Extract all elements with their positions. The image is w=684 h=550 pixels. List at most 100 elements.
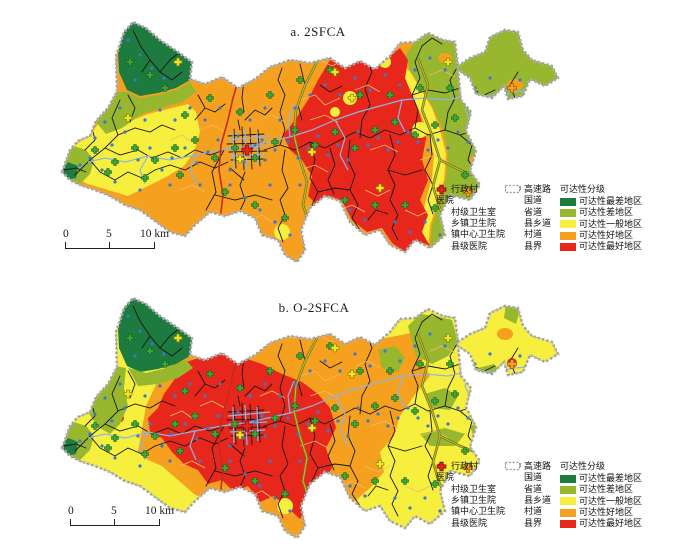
legend-label: 县乡道 [524, 218, 552, 229]
legend-lines-column: 高速路 国道 省道 县乡道 村道 县界 [504, 461, 564, 529]
county-boundary-icon [504, 461, 521, 471]
legend-label: 可达性好地区 [579, 230, 634, 241]
legend-label: 镇中心卫生院 [451, 229, 506, 240]
legend-item: 省道 [504, 187, 564, 218]
legend-item: 国道 [504, 463, 564, 483]
scale-b-ten: 10 km [145, 505, 175, 517]
legend-item: 村道 [504, 187, 564, 240]
scale-b-five: 5 [111, 505, 117, 517]
legend-label: 可达性最好地区 [579, 241, 643, 252]
class-swatch [560, 508, 576, 517]
legend-item: 省道 [504, 464, 564, 495]
class-swatch [560, 208, 576, 217]
legend-item: 镇中心卫生院 [436, 185, 506, 240]
scale-a-ten: 10 km [140, 228, 170, 240]
legend-item: 县界 [504, 184, 564, 251]
legend-label: 可达性最好地区 [579, 518, 643, 529]
legend-class-item: 可达性好地区 [560, 230, 674, 241]
legend-label: 可达性好地区 [579, 507, 634, 518]
legend-item: 国道 [504, 186, 564, 206]
scale-a-five: 5 [106, 228, 112, 240]
legend-class-item: 可达性好地区 [560, 507, 674, 518]
legend-label: 村级卫生室 [451, 206, 497, 217]
legend-label: 村道 [524, 506, 543, 517]
county-boundary-icon [504, 184, 521, 194]
legend-label: 镇中心卫生院 [451, 506, 506, 517]
legend-class-item: 可达性最差地区 [560, 196, 674, 207]
legend-class-item: 可达性一般地区 [560, 219, 674, 230]
map-a-title: a. 2SFCA [290, 24, 346, 39]
legend-classes-title: 可达性分级 [560, 461, 606, 471]
class-swatch [560, 485, 576, 494]
legend-class-item: 可达性最差地区 [560, 473, 674, 484]
legend-a: 行政村 医院 村级卫生室 乡镇卫生院 镇中心卫生院 县级医院 高速路 国道 省道 县乡道 村道 县界可… [436, 184, 674, 270]
scale-b-bar [70, 518, 160, 526]
legend-label: 村级卫生室 [451, 483, 497, 494]
legend-label: 可达性差地区 [579, 484, 634, 495]
legend-label: 乡镇卫生院 [451, 495, 497, 506]
legend-label: 县级医院 [451, 240, 488, 251]
legend-label: 村道 [524, 229, 543, 240]
legend-classes-title: 可达性分级 [560, 184, 606, 194]
legend-item: 村级卫生室 [436, 185, 506, 218]
legend-item: 县乡道 [504, 464, 564, 506]
legend-class-item: 可达性最好地区 [560, 518, 674, 529]
legend-label: 高速路 [524, 461, 552, 472]
legend-label: 省道 [524, 206, 543, 217]
legend-classes-column: 可达性分级可达性最差地区 可达性差地区 可达性一般地区 可达性好地区 可达性最好地区 [560, 461, 674, 529]
class-swatch [560, 474, 576, 483]
legend-item: 村道 [504, 464, 564, 517]
scale-b-zero: 0 [68, 505, 74, 517]
scale-bar-a: 0 5 10 km [62, 228, 172, 249]
legend-label: 国道 [524, 195, 543, 206]
legend-points-column: 行政村 医院 村级卫生室 乡镇卫生院 镇中心卫生院 县级医院 [436, 184, 506, 252]
class-swatch [560, 519, 576, 528]
legend-lines-column: 高速路 国道 省道 县乡道 村道 县界 [504, 184, 564, 252]
legend-item: 县级医院 [436, 461, 506, 528]
legend-label: 行政村 [451, 184, 479, 195]
legend-b: 行政村 医院 村级卫生室 乡镇卫生院 镇中心卫生院 县级医院 高速路 国道 省道 县乡道 村道 县界可… [436, 461, 674, 547]
class-swatch [560, 497, 576, 506]
legend-label: 医院 [436, 472, 455, 483]
legend-label: 可达性一般地区 [579, 495, 643, 506]
class-swatch [560, 231, 576, 240]
legend-item: 县乡道 [504, 187, 564, 229]
legend-label: 可达性差地区 [579, 207, 634, 218]
legend-label: 国道 [524, 472, 543, 483]
cross-county-icon [436, 184, 447, 195]
legend-label: 高速路 [524, 184, 552, 195]
scale-a-zero: 0 [63, 228, 69, 240]
legend-class-item: 可达性差地区 [560, 207, 674, 218]
legend-label: 县乡道 [524, 495, 552, 506]
legend-class-item: 可达性差地区 [560, 484, 674, 495]
legend-label: 可达性一般地区 [579, 218, 643, 229]
legend-label: 可达性最差地区 [579, 196, 643, 207]
legend-item: 县界 [504, 461, 564, 528]
legend-item: 医院 [436, 472, 506, 483]
legend-class-item: 可达性最好地区 [560, 241, 674, 252]
legend-item: 医院 [436, 195, 506, 206]
map-b-title: b. O-2SFCA [278, 300, 350, 315]
legend-item: 县级医院 [436, 184, 506, 251]
legend-class-item: 可达性一般地区 [560, 496, 674, 507]
scale-bar-b: 0 5 10 km [67, 505, 177, 526]
legend-label: 县界 [524, 517, 543, 528]
legend-label: 省道 [524, 483, 543, 494]
legend-label: 医院 [436, 195, 455, 206]
legend-points-column: 行政村 医院 村级卫生室 乡镇卫生院 镇中心卫生院 县级医院 [436, 461, 506, 529]
legend-label: 乡镇卫生院 [451, 218, 497, 229]
class-swatch [560, 220, 576, 229]
legend-label: 可达性最差地区 [579, 473, 643, 484]
legend-item: 乡镇卫生院 [436, 462, 506, 506]
class-swatch [560, 197, 576, 206]
legend-label: 行政村 [451, 461, 479, 472]
legend-classes-column: 可达性分级可达性最差地区 可达性差地区 可达性一般地区 可达性好地区 可达性最好地区 [560, 184, 674, 252]
cross-county-icon [436, 461, 447, 472]
legend-label: 县界 [524, 240, 543, 251]
class-swatch [560, 242, 576, 251]
legend-label: 县级医院 [451, 517, 488, 528]
scale-a-bar [65, 241, 155, 249]
legend-item: 镇中心卫生院 [436, 462, 506, 517]
